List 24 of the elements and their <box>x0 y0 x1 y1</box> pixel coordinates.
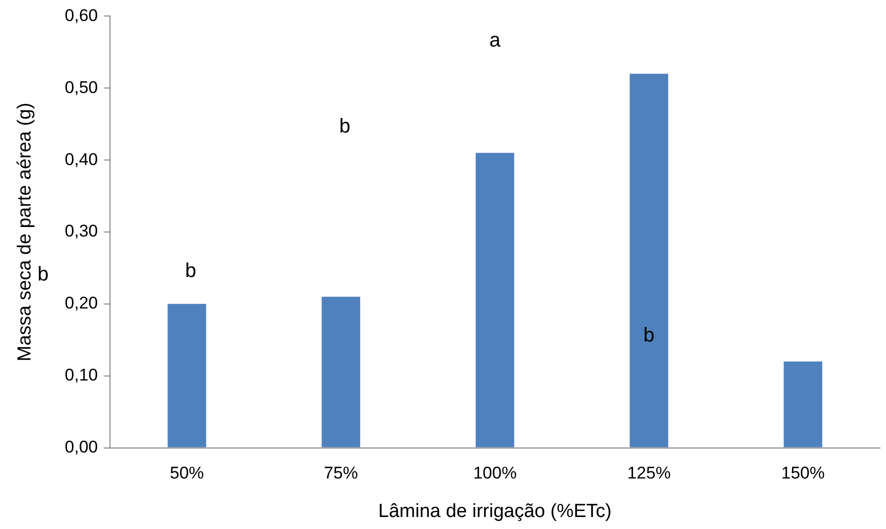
bar <box>168 304 206 448</box>
y-axis-title: Massa seca de parte aérea (g) <box>14 102 36 362</box>
y-tick-label: 0,00 <box>64 437 98 456</box>
x-tick-label: 125% <box>627 464 671 483</box>
annotation: b <box>643 324 655 347</box>
x-tick-label: 150% <box>781 464 825 483</box>
annotation: a <box>489 29 502 52</box>
x-tick-label: 50% <box>170 464 204 483</box>
annotation: b <box>185 260 196 282</box>
bar <box>322 296 360 448</box>
y-tick-label: 0,30 <box>64 222 98 241</box>
y-tick-label: 0,10 <box>64 366 98 385</box>
x-axis-title: Lâmina de irrigação (%ETc) <box>378 500 612 522</box>
bar <box>630 74 668 448</box>
y-tick-label: 0,50 <box>64 78 98 97</box>
y-tick-label: 0,20 <box>64 294 98 313</box>
y-tick-label: 0,40 <box>64 150 98 169</box>
y-tick-label: 0,60 <box>64 6 98 25</box>
x-tick-label: 100% <box>473 464 517 483</box>
bar <box>784 361 822 448</box>
x-tick-label: 75% <box>324 464 358 483</box>
text: b <box>37 264 49 286</box>
bar <box>476 152 514 448</box>
annotation: b <box>339 116 350 138</box>
